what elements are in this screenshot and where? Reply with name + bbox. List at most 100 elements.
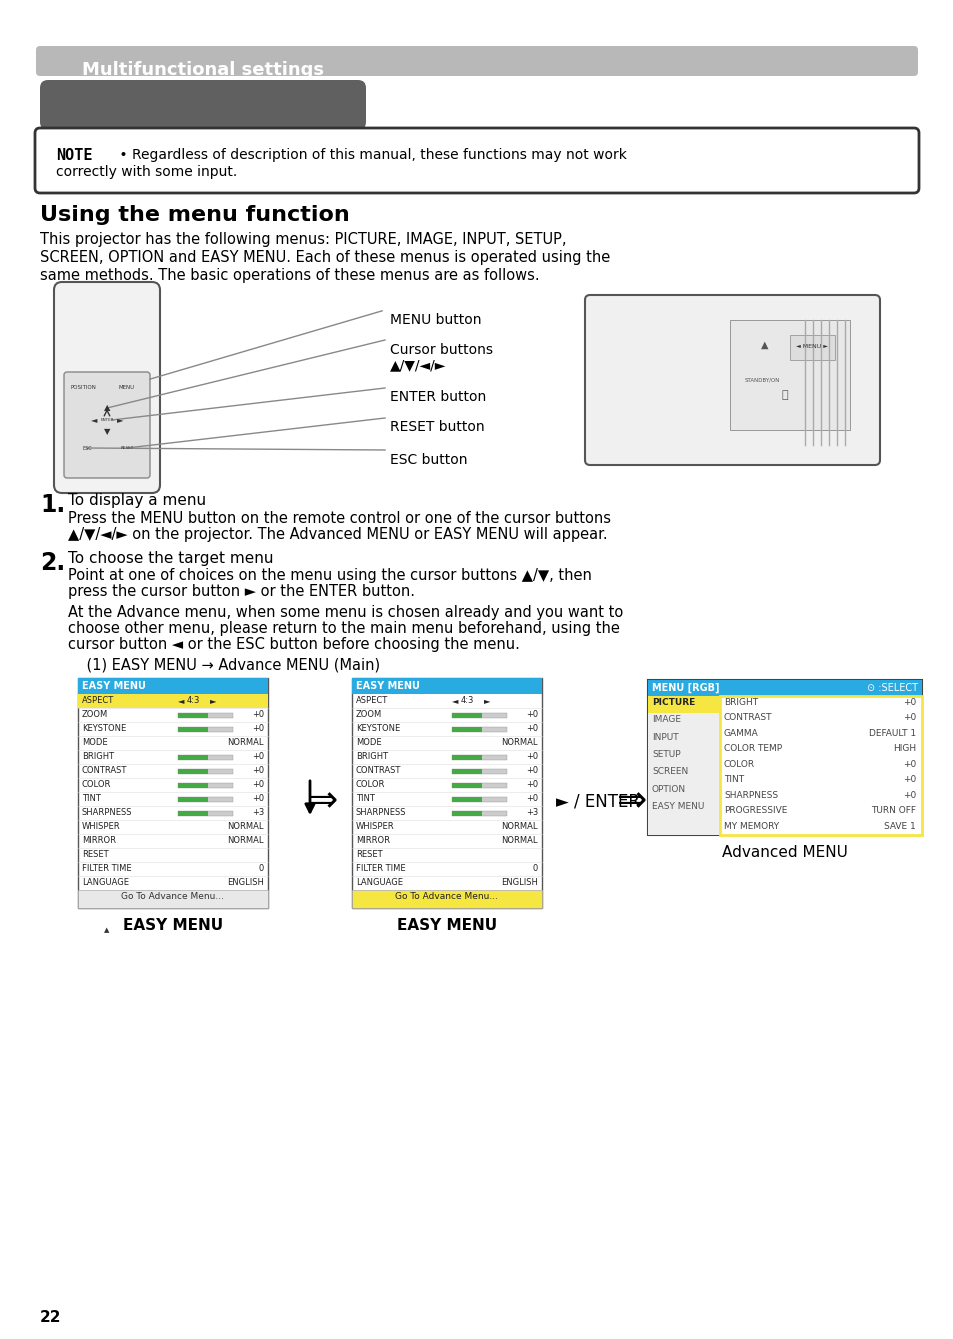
Bar: [178, 811, 208, 815]
Text: MENU [RGB]: MENU [RGB]: [651, 683, 719, 694]
Text: same methods. The basic operations of these menus are as follows.: same methods. The basic operations of th…: [40, 268, 539, 283]
Text: EASY MENU: EASY MENU: [123, 919, 223, 933]
Bar: [452, 811, 506, 815]
Circle shape: [89, 402, 125, 438]
Text: ► / ENTER: ► / ENTER: [556, 791, 639, 810]
Text: RESET: RESET: [120, 446, 133, 450]
Text: COLOR TEMP: COLOR TEMP: [723, 744, 781, 754]
Text: NOTE: NOTE: [56, 149, 92, 163]
Text: ►: ►: [116, 415, 123, 424]
Bar: [178, 755, 208, 761]
Text: MIRROR: MIRROR: [82, 836, 116, 845]
Text: WHISPER: WHISPER: [82, 822, 120, 832]
Text: (1) EASY MENU → Advance MENU (Main): (1) EASY MENU → Advance MENU (Main): [68, 657, 379, 672]
Circle shape: [74, 307, 86, 317]
FancyBboxPatch shape: [35, 129, 918, 193]
Text: EASY MENU: EASY MENU: [651, 802, 703, 811]
Circle shape: [90, 307, 102, 317]
Bar: [178, 727, 233, 732]
Text: 0: 0: [258, 864, 264, 873]
Text: To choose the target menu: To choose the target menu: [68, 552, 274, 566]
Circle shape: [120, 441, 133, 455]
Bar: [178, 797, 208, 802]
Text: NORMAL: NORMAL: [501, 738, 537, 747]
Text: RESET button: RESET button: [390, 420, 484, 434]
Text: NORMAL: NORMAL: [501, 822, 537, 832]
Bar: [452, 811, 481, 815]
Text: SHARPNESS: SHARPNESS: [355, 807, 406, 817]
Circle shape: [752, 333, 776, 358]
Text: IMAGE: IMAGE: [651, 715, 680, 724]
Text: RESET: RESET: [82, 850, 109, 860]
Text: +0: +0: [525, 724, 537, 732]
Bar: [452, 755, 481, 761]
Text: +0: +0: [252, 753, 264, 761]
Text: KEYSTONE: KEYSTONE: [355, 724, 400, 732]
Bar: [647, 696, 720, 836]
Text: Go To Advance Menu...: Go To Advance Menu...: [121, 892, 224, 901]
Text: SAVE 1: SAVE 1: [883, 822, 915, 830]
FancyBboxPatch shape: [40, 80, 366, 130]
Text: ◄ MENU ►: ◄ MENU ►: [795, 344, 827, 349]
Text: NORMAL: NORMAL: [227, 822, 264, 832]
Text: Multifunctional settings: Multifunctional settings: [55, 31, 204, 42]
Text: Advanced MENU: Advanced MENU: [721, 845, 847, 860]
Bar: [78, 694, 268, 708]
Text: To display a menu: To display a menu: [68, 493, 206, 507]
Text: CONTRAST: CONTRAST: [723, 714, 772, 723]
Text: • Regardless of description of this manual, these functions may not work: • Regardless of description of this manu…: [115, 149, 626, 162]
Circle shape: [733, 329, 745, 341]
Text: OPTION: OPTION: [651, 785, 685, 794]
Bar: [647, 680, 921, 836]
Circle shape: [117, 325, 127, 335]
Text: +0: +0: [902, 775, 915, 785]
Text: 4:3: 4:3: [186, 696, 199, 706]
Bar: [352, 890, 541, 908]
Text: SCREEN, OPTION and EASY MENU. Each of these menus is operated using the: SCREEN, OPTION and EASY MENU. Each of th…: [40, 250, 610, 265]
Text: NORMAL: NORMAL: [227, 738, 264, 747]
Text: ▲/▼/◄/►: ▲/▼/◄/►: [390, 358, 446, 372]
Text: LANGUAGE: LANGUAGE: [355, 878, 402, 886]
Text: TINT: TINT: [82, 794, 101, 803]
Text: ⊙ :SELECT: ⊙ :SELECT: [866, 683, 917, 694]
Text: ►: ►: [483, 696, 490, 706]
Text: HIGH: HIGH: [892, 744, 915, 754]
Text: MODE: MODE: [355, 738, 381, 747]
Text: +0: +0: [902, 698, 915, 707]
Circle shape: [621, 337, 678, 394]
Text: SETUP: SETUP: [651, 750, 679, 759]
Circle shape: [97, 325, 107, 335]
Text: MIRROR: MIRROR: [355, 836, 390, 845]
Bar: [178, 769, 233, 774]
Text: +0: +0: [525, 781, 537, 789]
Text: FILTER TIME: FILTER TIME: [82, 864, 132, 873]
Bar: [178, 783, 208, 787]
Text: Go To Advance Menu...: Go To Advance Menu...: [395, 892, 498, 901]
Text: ENGLISH: ENGLISH: [500, 878, 537, 886]
FancyBboxPatch shape: [584, 295, 879, 465]
Text: TINT: TINT: [723, 775, 743, 785]
Bar: [178, 769, 208, 774]
Bar: [452, 769, 506, 774]
Text: +0: +0: [252, 724, 264, 732]
Text: ZOOM: ZOOM: [82, 710, 108, 719]
Text: ▲: ▲: [104, 927, 110, 933]
Text: ENGLISH: ENGLISH: [227, 878, 264, 886]
Bar: [452, 712, 506, 718]
Bar: [178, 811, 233, 815]
Text: ASPECT: ASPECT: [355, 696, 388, 706]
Circle shape: [106, 307, 118, 317]
Text: 4:3: 4:3: [460, 696, 474, 706]
Text: At the Advance menu, when some menu is chosen already and you want to: At the Advance menu, when some menu is c…: [68, 605, 622, 620]
Bar: [452, 783, 506, 787]
Text: ▲: ▲: [760, 340, 768, 349]
Text: cursor button ◄ or the ESC button before choosing the menu.: cursor button ◄ or the ESC button before…: [68, 637, 519, 652]
Text: MODE: MODE: [82, 738, 108, 747]
Text: NORMAL: NORMAL: [501, 836, 537, 845]
Bar: [178, 712, 208, 718]
Bar: [178, 712, 233, 718]
Text: COLOR: COLOR: [355, 781, 385, 789]
Bar: [729, 320, 849, 430]
Circle shape: [117, 340, 127, 349]
Text: MENU: MENU: [119, 386, 135, 390]
